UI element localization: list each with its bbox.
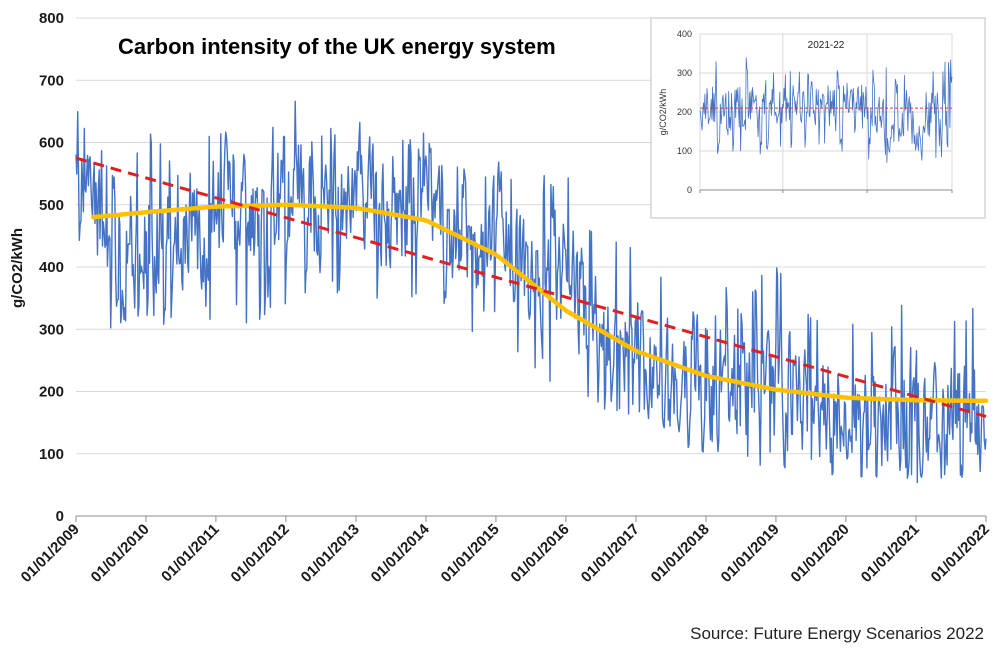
main-y-axis-title: g/CO2/kWh: [9, 228, 26, 308]
y-tick-label: 100: [39, 446, 64, 463]
x-tick-label: 01/01/2010: [88, 521, 153, 586]
series-daily-intensity: [75, 100, 987, 484]
y-tick-label: 300: [39, 321, 64, 338]
x-tick-label: 01/01/2016: [508, 521, 573, 586]
chart-title: Carbon intensity of the UK energy system: [118, 34, 556, 59]
y-tick-label: 500: [39, 197, 64, 214]
y-tick-label: 300: [677, 68, 692, 78]
y-tick-label: 0: [56, 508, 64, 525]
x-tick-label: 01/02/2022: [929, 0, 974, 2]
x-tick-label: 01/01/2020: [788, 521, 853, 586]
series-daily-intensity: [699, 57, 953, 163]
inset-title: 2021-22: [808, 40, 845, 51]
inset-series-layer: [699, 57, 953, 191]
y-tick-label: 400: [677, 29, 692, 39]
x-tick-label: 01/06/2021: [760, 0, 805, 2]
y-tick-label: 600: [39, 135, 64, 152]
main-series-layer: [75, 100, 989, 484]
inset-chart-2021-22: 0 100 200 300 400 01/02/2021 01/06/2021 01/10/…: [650, 0, 986, 219]
y-tick-label: 700: [39, 72, 64, 89]
y-tick-label: 100: [677, 146, 692, 156]
x-tick-label: 01/01/2015: [438, 521, 503, 586]
x-tick-label: 01/01/2017: [578, 521, 643, 586]
x-tick-label: 01/01/2012: [228, 521, 293, 586]
x-tick-label: 01/01/2013: [298, 521, 363, 586]
x-tick-label: 01/01/2014: [368, 520, 434, 586]
y-tick-label: 800: [39, 10, 64, 27]
main-y-tick-labels: 0 100 200 300 400 500 600 700 800: [39, 10, 64, 525]
y-tick-label: 400: [39, 259, 64, 276]
y-tick-label: 200: [39, 384, 64, 401]
source-note: Source: Future Energy Scenarios 2022: [690, 624, 984, 643]
inset-y-axis-title: g/CO2/kWh: [658, 89, 668, 136]
inset-y-tick-labels: 0 100 200 300 400: [677, 29, 692, 195]
x-tick-label: 01/01/2022: [928, 521, 993, 586]
inset-gridlines: [699, 33, 953, 190]
x-tick-label: 01/01/2021: [858, 521, 923, 586]
y-tick-label: 0: [687, 185, 692, 195]
series-linear-trend: [75, 156, 987, 418]
x-tick-label: 01/01/2019: [718, 521, 783, 586]
y-tick-label: 200: [677, 107, 692, 117]
x-tick-label: 01/01/2009: [18, 521, 83, 586]
x-tick-label: 01/02/2021: [677, 0, 722, 2]
main-x-tick-labels: 01/01/2009 01/01/2010 01/01/2011 01/01/2012…: [18, 516, 993, 586]
x-tick-label: 01/10/2021: [845, 0, 890, 2]
x-tick-label: 01/01/2011: [158, 521, 223, 586]
x-tick-label: 01/01/2018: [648, 521, 713, 586]
